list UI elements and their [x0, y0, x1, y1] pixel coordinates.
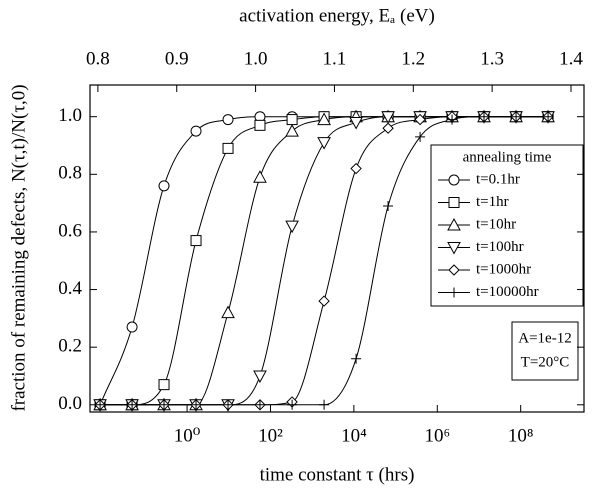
- x2-tick-label: 1.2: [401, 48, 425, 69]
- y-tick-label: 0.4: [58, 278, 82, 299]
- marker: [414, 113, 426, 126]
- x-axis-label: time constant τ (hrs): [260, 464, 415, 485]
- marker: [221, 305, 235, 319]
- legend-marker: [447, 242, 461, 255]
- marker: [511, 111, 522, 122]
- y-tick-label: 0.8: [58, 163, 82, 184]
- x2-tick-label: 1.4: [559, 48, 583, 69]
- marker: [286, 114, 298, 126]
- marker: [318, 295, 330, 307]
- marker: [159, 399, 170, 410]
- plot-frame: [89, 84, 585, 413]
- legend-label: t=1hr: [476, 194, 509, 210]
- marker: [350, 162, 362, 175]
- marker: [287, 399, 298, 410]
- series-line: [100, 116, 549, 406]
- marker: [127, 399, 138, 410]
- annotation: A=1e-12: [518, 330, 571, 346]
- legend-marker: [448, 174, 460, 186]
- marker: [319, 399, 330, 410]
- marker: [158, 180, 170, 192]
- marker: [317, 112, 331, 126]
- marker: [349, 116, 363, 130]
- marker: [158, 379, 170, 391]
- x2-tick-label: 1.1: [323, 48, 347, 69]
- x2-axis-label: activation energy, Eₐ (eV): [239, 5, 435, 26]
- marker: [285, 124, 299, 137]
- x-tick-label: 10⁴: [341, 425, 367, 446]
- x2-tick-label: 0.8: [86, 48, 110, 69]
- x-tick-label: 10⁰: [174, 425, 201, 446]
- marker: [381, 111, 395, 124]
- marker: [254, 399, 265, 410]
- marker: [254, 119, 266, 131]
- legend-title: annealing time: [463, 149, 552, 165]
- marker: [191, 399, 202, 410]
- x-tick-label: 10⁶: [424, 425, 450, 446]
- annotation: T=20°C: [521, 354, 570, 370]
- marker: [253, 370, 267, 384]
- annotation-box: [511, 321, 579, 381]
- x2-tick-label: 1.3: [480, 48, 504, 69]
- x-tick-label: 10⁸: [508, 425, 534, 446]
- marker: [190, 235, 202, 247]
- legend-label: t=0.1hr: [476, 171, 520, 187]
- marker: [447, 114, 458, 125]
- marker: [383, 201, 394, 212]
- marker: [223, 399, 234, 410]
- y-axis-label: fraction of remaining defects, N(τ,t)/N(…: [8, 84, 29, 411]
- marker: [479, 111, 490, 122]
- marker: [126, 321, 138, 333]
- marker: [382, 122, 394, 134]
- legend-marker: [449, 287, 459, 298]
- legend-marker: [448, 197, 460, 208]
- x-tick-label: 10²: [258, 425, 283, 446]
- x2-tick-label: 1.0: [244, 48, 268, 69]
- marker: [351, 353, 362, 364]
- legend-label: t=1000hr: [476, 261, 531, 277]
- y-tick-label: 1.0: [58, 105, 82, 126]
- y-tick-label: 0.6: [58, 220, 82, 241]
- legend-label: t=100hr: [476, 239, 524, 255]
- marker: [253, 170, 267, 183]
- marker: [415, 131, 426, 142]
- x2-tick-label: 0.9: [165, 48, 189, 69]
- marker: [317, 137, 331, 150]
- marker: [95, 399, 106, 410]
- y-tick-label: 0.2: [58, 336, 82, 357]
- marker: [222, 142, 234, 154]
- marker: [222, 114, 234, 126]
- y-tick-label: 0.0: [58, 393, 82, 414]
- legend-marker: [447, 217, 461, 231]
- marker: [190, 125, 202, 137]
- legend-label: t=10000hr: [476, 284, 539, 300]
- legend-marker: [448, 264, 460, 276]
- marker: [543, 111, 554, 122]
- marker: [285, 220, 299, 234]
- legend-label: t=10hr: [476, 216, 516, 232]
